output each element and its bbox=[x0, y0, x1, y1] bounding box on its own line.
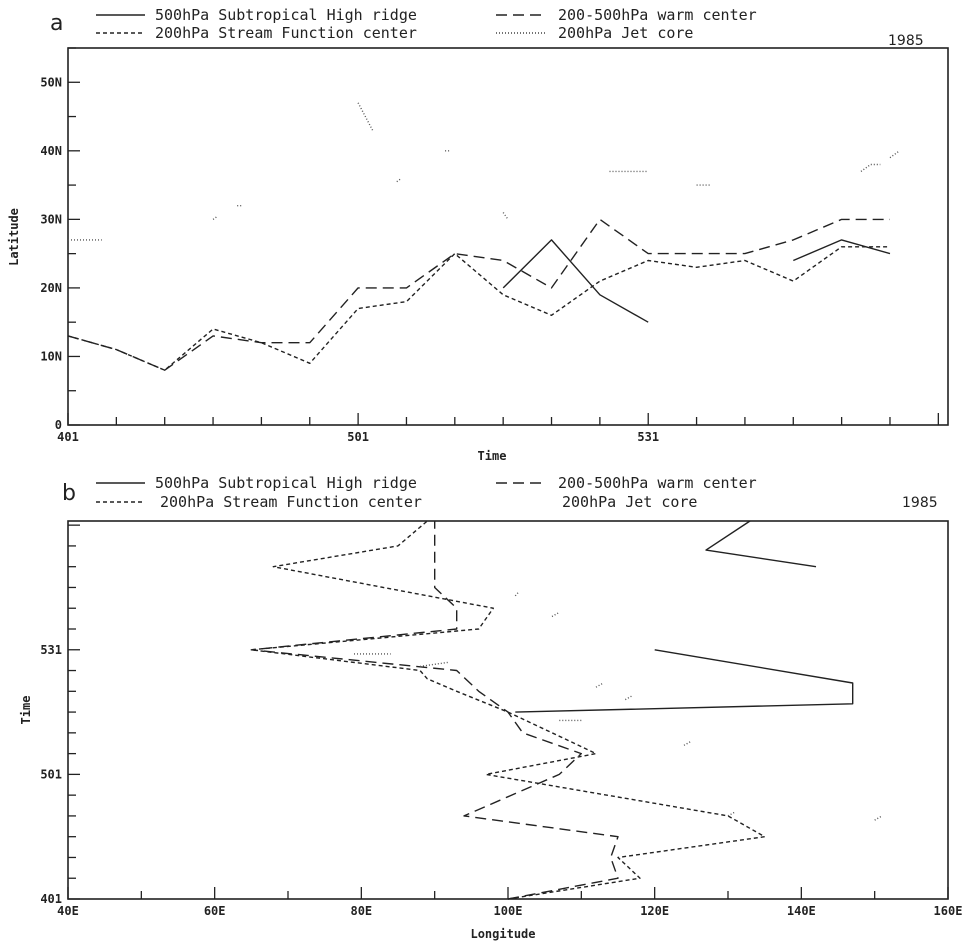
panel-b-year: 1985 bbox=[902, 495, 938, 511]
y-tick-label: 30N bbox=[40, 212, 62, 226]
y-tick-label: 10N bbox=[40, 349, 62, 363]
legend-a-label-stream: 200hPa Stream Function center bbox=[155, 24, 417, 42]
y-tick-label: 531 bbox=[40, 643, 62, 657]
series-line-dotted bbox=[860, 163, 881, 172]
x-axis-title: Time bbox=[478, 449, 507, 463]
legend-a-label-ridge: 500hPa Subtropical High ridge bbox=[155, 6, 417, 24]
series-line-solid bbox=[515, 649, 854, 713]
y-tick-label: 401 bbox=[40, 892, 62, 906]
legend-a-label-jet: 200hPa Jet core bbox=[558, 24, 693, 42]
x-tick-label: 140E bbox=[787, 904, 816, 918]
series-line-dotted bbox=[683, 740, 692, 746]
x-tick-label: 80E bbox=[350, 904, 372, 918]
y-tick-label: 0 bbox=[55, 418, 62, 432]
legend-a-label-warm: 200-500hPa warm center bbox=[558, 6, 757, 24]
series-line-dotted bbox=[212, 215, 219, 220]
series-line-solid bbox=[793, 239, 891, 262]
series-line-dotted bbox=[595, 682, 604, 688]
x-tick-label: 60E bbox=[204, 904, 226, 918]
panel-a-plot: 401 501 531 0 10N 20N 30N 40N 50N Time Latitude bbox=[7, 47, 949, 463]
legend-b-label-stream: 200hPa Stream Function center bbox=[160, 493, 422, 511]
series-line-dotted bbox=[396, 177, 403, 183]
series-line-longdash bbox=[67, 218, 890, 371]
y-tick-label: 20N bbox=[40, 281, 62, 295]
panel-b-letter: b bbox=[62, 481, 76, 506]
x-axis-title: Longitude bbox=[470, 927, 535, 941]
plot-frame-b bbox=[67, 520, 949, 900]
x-tick-label: 160E bbox=[934, 904, 963, 918]
series-line-dotted bbox=[874, 815, 883, 821]
y-axis-title: Latitude bbox=[7, 208, 21, 266]
y-tick-label: 501 bbox=[40, 767, 62, 781]
series-line-dotted bbox=[889, 150, 901, 159]
x-tick-label: 40E bbox=[57, 904, 79, 918]
y-tick-label: 40N bbox=[40, 144, 62, 158]
x-tick-label: 501 bbox=[347, 430, 369, 444]
legend-b-label-jet: 200hPa Jet core bbox=[562, 493, 697, 511]
x-tick-label: 120E bbox=[640, 904, 669, 918]
series-line-dotted bbox=[357, 102, 374, 131]
series-line-shortdash bbox=[250, 520, 766, 900]
series-line-dotted bbox=[419, 661, 450, 668]
legend-b-label-ridge: 500hPa Subtropical High ridge bbox=[155, 474, 417, 492]
series-line-solid bbox=[705, 520, 817, 568]
panel-b-plot: 40E 60E 80E 100E 120E 140E 160E 401 501 531 Longit… bbox=[19, 520, 963, 941]
y-axis-title: Time bbox=[19, 696, 33, 725]
panel-b-header: b 500hPa Subtropical High ridge 200-500h… bbox=[62, 474, 938, 511]
series-line-dotted bbox=[727, 811, 736, 817]
y-tick-label: 50N bbox=[40, 75, 62, 89]
x-tick-label: 100E bbox=[494, 904, 523, 918]
panel-a-letter: a bbox=[50, 11, 63, 36]
panel-a-year: 1985 bbox=[888, 33, 924, 49]
series-line-longdash bbox=[250, 521, 619, 900]
series-line-solid bbox=[502, 239, 649, 323]
panel-a-header: a 500hPa Subtropical High ridge 200-500h… bbox=[50, 6, 924, 49]
series-line-shortdash bbox=[67, 246, 890, 371]
legend-b-label-warm: 200-500hPa warm center bbox=[558, 474, 757, 492]
series-line-dotted bbox=[624, 694, 634, 701]
series-line-dotted bbox=[502, 212, 509, 220]
series-line-dotted bbox=[514, 591, 520, 597]
x-tick-label: 401 bbox=[57, 430, 79, 444]
plot-frame-a bbox=[67, 47, 949, 426]
series-line-dotted bbox=[551, 611, 560, 618]
x-tick-label: 531 bbox=[637, 430, 659, 444]
